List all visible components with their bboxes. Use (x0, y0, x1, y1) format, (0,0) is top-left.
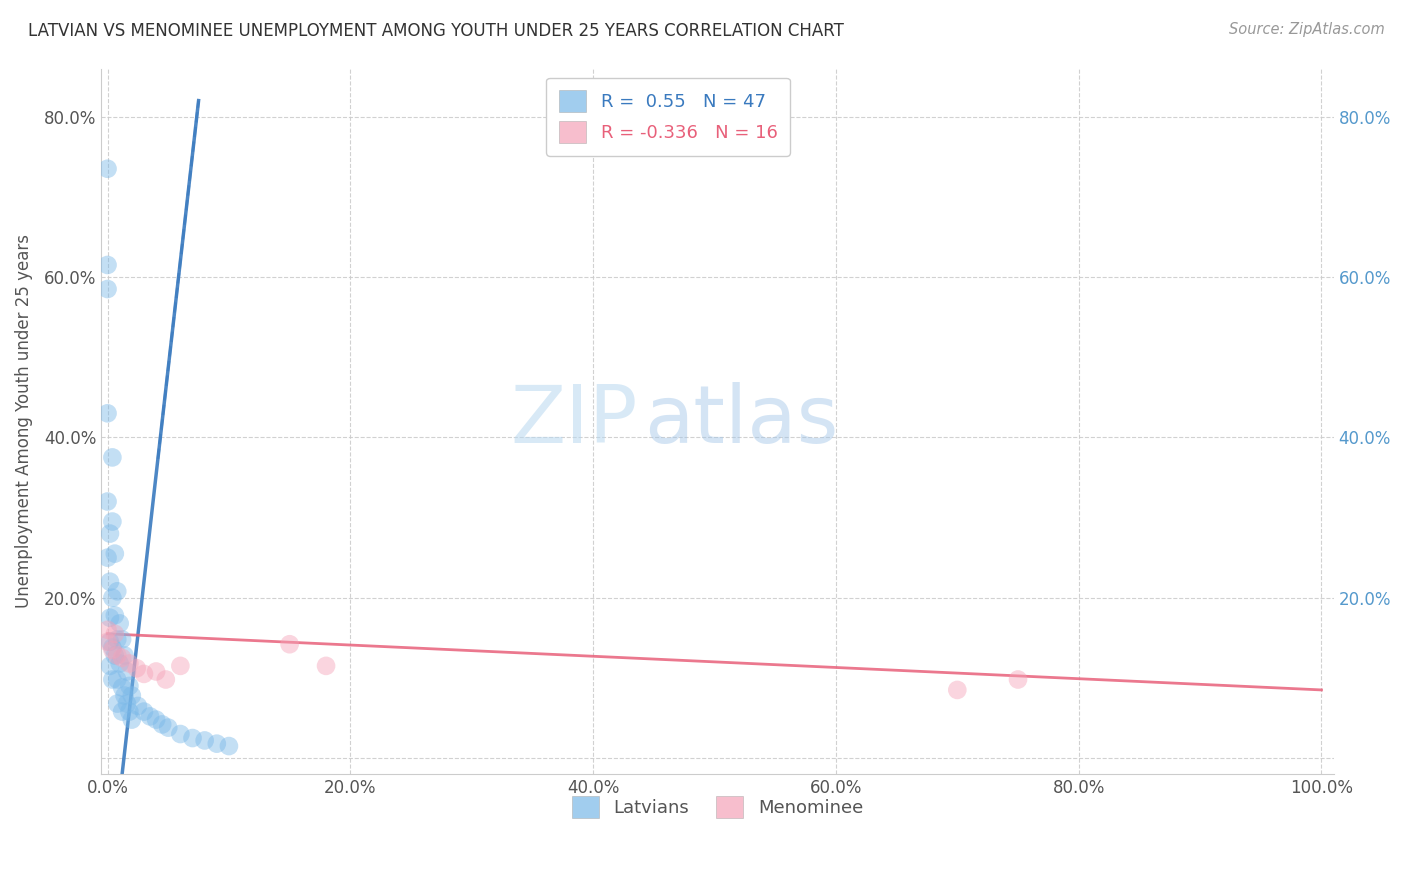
Point (114, 648, 136, 663)
Point (108, 616, 131, 631)
Point (101, 591, 124, 605)
Point (104, 648, 127, 663)
Point (96, 282, 118, 296)
Point (108, 657, 131, 671)
Point (145, 665, 167, 679)
Point (115, 697, 138, 711)
Point (315, 659, 337, 673)
Text: ZIP: ZIP (510, 383, 637, 460)
Point (194, 733, 217, 747)
Text: atlas: atlas (644, 383, 838, 460)
Point (104, 608, 127, 623)
Point (127, 698, 149, 713)
Text: Source: ZipAtlas.com: Source: ZipAtlas.com (1229, 22, 1385, 37)
Point (118, 705, 141, 719)
Point (96, 406, 118, 420)
Point (218, 739, 240, 753)
Point (132, 666, 155, 681)
Point (101, 640, 124, 655)
Point (125, 661, 148, 675)
Point (96, 494, 118, 508)
Point (118, 679, 141, 693)
Point (98, 611, 121, 625)
Point (150, 717, 173, 731)
Point (111, 632, 134, 647)
Y-axis label: Unemployment Among Youth under 25 years: Unemployment Among Youth under 25 years (15, 235, 32, 608)
Point (115, 665, 138, 679)
Point (155, 673, 177, 687)
Point (96, 550, 118, 565)
Point (101, 450, 124, 465)
Point (132, 705, 155, 719)
Point (105, 648, 128, 663)
Point (96, 635, 118, 649)
Point (104, 547, 127, 561)
Point (96, 161, 118, 176)
Point (101, 673, 124, 687)
Point (111, 651, 134, 665)
Point (111, 705, 134, 719)
Point (105, 632, 128, 647)
Point (101, 515, 124, 529)
Point (157, 721, 180, 735)
Point (96, 623, 118, 637)
Point (98, 659, 121, 673)
Text: LATVIAN VS MENOMINEE UNEMPLOYMENT AMONG YOUTH UNDER 25 YEARS CORRELATION CHART: LATVIAN VS MENOMINEE UNEMPLOYMENT AMONG … (28, 22, 844, 40)
Point (205, 737, 228, 751)
Point (181, 731, 204, 745)
Point (105, 584, 128, 599)
Point (121, 689, 143, 703)
Point (98, 574, 121, 589)
Point (105, 697, 128, 711)
Point (1007, 673, 1029, 687)
Point (111, 681, 134, 695)
Point (104, 627, 127, 641)
Point (105, 673, 128, 687)
Point (96, 258, 118, 272)
Point (278, 637, 301, 651)
Point (169, 727, 191, 741)
Point (946, 682, 969, 697)
Point (121, 713, 143, 727)
Point (145, 713, 167, 727)
Point (98, 635, 121, 649)
Point (114, 689, 136, 703)
Legend: Latvians, Menominee: Latvians, Menominee (565, 789, 870, 825)
Point (98, 526, 121, 541)
Point (118, 657, 141, 671)
Point (169, 659, 191, 673)
Point (101, 643, 124, 657)
Point (139, 709, 162, 723)
